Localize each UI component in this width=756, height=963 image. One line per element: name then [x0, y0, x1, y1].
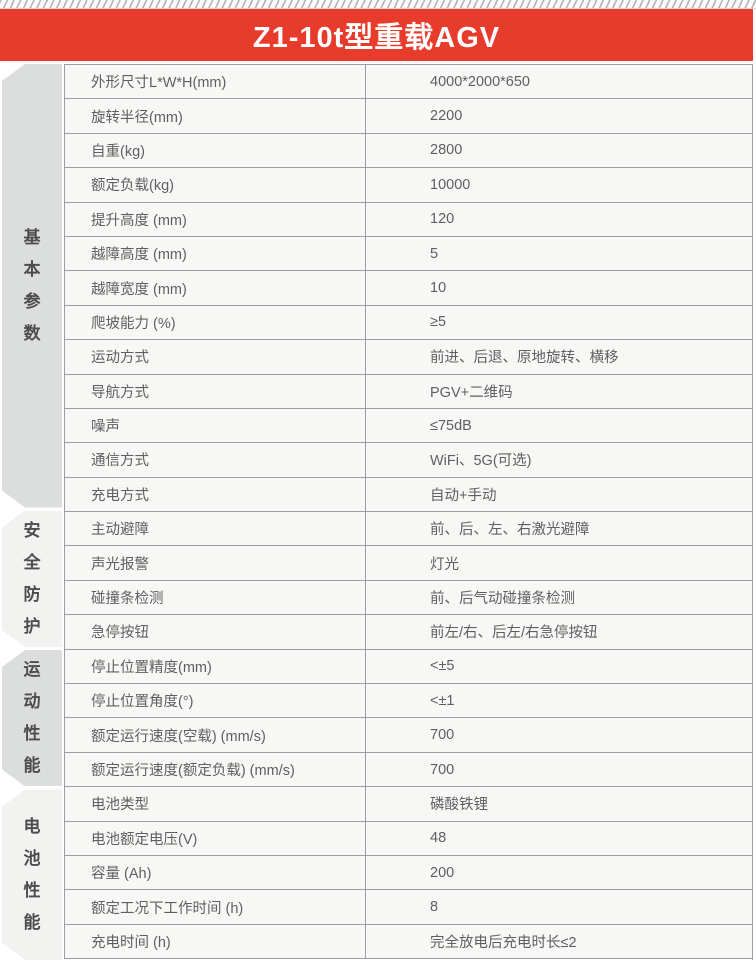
param-value-cell: 前、后气动碰撞条检测	[365, 580, 752, 616]
param-value-cell: 磷酸铁锂	[365, 787, 752, 822]
param-value-cell: 前左/右、后左/右急停按钮	[365, 615, 752, 650]
param-value-cell: 700	[365, 718, 752, 753]
param-value-cell: 200	[365, 855, 752, 891]
category-safety-protection: 安全防护	[2, 511, 62, 647]
param-name-cell: 停止位置角度(°)	[64, 684, 365, 719]
param-name-cell: 自重(kg)	[64, 133, 365, 169]
param-value-cell: 前进、后退、原地旋转、横移	[365, 340, 752, 375]
category-battery-performance: 电池性能	[2, 789, 62, 960]
param-value-cell: 700	[365, 752, 752, 788]
param-name-cell: 外形尺寸L*W*H(mm)	[64, 65, 365, 100]
param-value-cell: 完全放电后充电时长≤2	[365, 924, 752, 960]
param-value-cell: ≥5	[365, 305, 752, 341]
param-value-cell: 自动+手动	[365, 477, 752, 513]
param-value-cell: 2200	[365, 99, 752, 134]
param-name-cell: 爬坡能力 (%)	[64, 305, 365, 341]
param-name-cell: 容量 (Ah)	[64, 855, 365, 891]
category-label: 运动性能	[23, 660, 41, 776]
category-motion-performance: 运动性能	[2, 650, 62, 786]
param-name-cell: 充电时间 (h)	[64, 924, 365, 960]
param-value-cell: 前、后、左、右激光避障	[365, 512, 752, 547]
param-name-cell: 急停按钮	[64, 615, 365, 650]
param-value-cell: 5	[365, 236, 752, 272]
param-name-cell: 电池类型	[64, 787, 365, 822]
category-basic-parameters: 基本参数	[2, 64, 62, 508]
param-name-cell: 额定负载(kg)	[64, 168, 365, 203]
param-value-cell: 2800	[365, 133, 752, 169]
category-label: 基本参数	[23, 227, 41, 343]
param-name-cell: 电池额定电压(V)	[64, 821, 365, 856]
param-value-cell: WiFi、5G(可选)	[365, 443, 752, 478]
param-value-cell: 10	[365, 271, 752, 306]
param-value-cell: 灯光	[365, 546, 752, 581]
param-name-cell: 越障宽度 (mm)	[64, 271, 365, 306]
param-name-cell: 旋转半径(mm)	[64, 99, 365, 134]
param-value-cell: 4000*2000*650	[365, 65, 752, 100]
param-name-cell: 运动方式	[64, 340, 365, 375]
param-name-cell: 额定工况下工作时间 (h)	[64, 890, 365, 925]
param-value-cell: 8	[365, 890, 752, 925]
param-name-cell: 额定运行速度(空载) (mm/s)	[64, 718, 365, 753]
param-value-cell: 120	[365, 202, 752, 237]
param-name-cell: 越障高度 (mm)	[64, 236, 365, 272]
spec-table: 基本参数 安全防护 运动性能 电池性能 外形尺寸L*W*H(mm) 4000*2…	[2, 64, 753, 960]
param-value-cell: <±1	[365, 684, 752, 719]
param-name-cell: 额定运行速度(额定负载) (mm/s)	[64, 752, 365, 788]
hatched-border	[0, 0, 756, 9]
parameter-rows: 外形尺寸L*W*H(mm) 4000*2000*650 旋转半径(mm) 220…	[64, 64, 753, 960]
page-title: Z1-10t型重载AGV	[252, 22, 501, 54]
param-name-cell: 提升高度 (mm)	[64, 202, 365, 237]
param-name-cell: 充电方式	[64, 477, 365, 513]
param-value-cell: 10000	[365, 168, 752, 203]
param-value-cell: <±5	[365, 649, 752, 685]
category-sidebar: 基本参数 安全防护 运动性能 电池性能	[2, 64, 62, 960]
param-name-cell: 停止位置精度(mm)	[64, 649, 365, 685]
title-banner: Z1-10t型重载AGV	[0, 9, 753, 61]
param-value-cell: PGV+二维码	[365, 374, 752, 409]
param-name-cell: 通信方式	[64, 443, 365, 478]
param-name-cell: 主动避障	[64, 512, 365, 547]
param-name-cell: 导航方式	[64, 374, 365, 409]
param-value-cell: 48	[365, 821, 752, 856]
param-name-cell: 碰撞条检测	[64, 580, 365, 616]
category-label: 电池性能	[23, 816, 41, 932]
param-name-cell: 噪声	[64, 408, 365, 444]
category-label: 安全防护	[23, 520, 41, 636]
param-name-cell: 声光报警	[64, 546, 365, 581]
param-value-cell: ≤75dB	[365, 408, 752, 444]
